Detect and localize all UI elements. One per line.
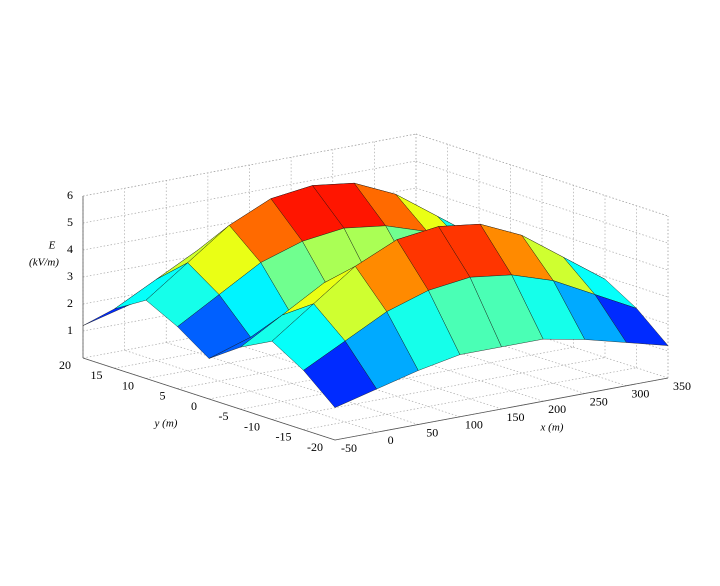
surface-patch: [303, 340, 377, 408]
x-tick-label: -50: [341, 441, 357, 455]
y-tick-label: 20: [59, 358, 71, 372]
z-tick-label: 1: [67, 323, 73, 337]
y-tick-label: -20: [307, 440, 323, 454]
y-tick-label: -5: [219, 409, 229, 423]
y-axis-label: y (m): [154, 418, 178, 430]
grid-line: [124, 349, 377, 433]
box-edge: [82, 133, 417, 197]
grid-line: [240, 346, 574, 410]
x-tick-label: 350: [673, 379, 691, 393]
y-tick-label: -15: [276, 430, 292, 444]
axis-line: [82, 357, 336, 441]
x-axis-label: x (m): [540, 422, 564, 434]
x-tick-label: 0: [388, 433, 394, 447]
x-tick-label: 50: [426, 425, 438, 439]
x-tick-label: 200: [548, 402, 566, 416]
z-tick-label: 3: [67, 269, 73, 283]
grid-line: [415, 214, 669, 298]
grid-line: [303, 367, 637, 431]
grid-line: [271, 357, 606, 420]
grid-line: [415, 160, 669, 244]
z-tick-label: 2: [67, 296, 73, 310]
y-tick-label: 5: [160, 389, 166, 403]
grid-line: [415, 187, 669, 271]
z-tick-label: 5: [67, 215, 73, 229]
box-edge: [415, 133, 669, 217]
z-axis-label-unit: (kV/m): [29, 257, 59, 269]
x-tick-label: 250: [590, 394, 608, 408]
grid-line: [207, 334, 460, 418]
x-tick-label: 150: [507, 410, 525, 424]
z-tick-label: 6: [67, 188, 73, 202]
z-tick-label: 4: [67, 242, 73, 256]
y-tick-label: -10: [244, 419, 260, 433]
z-axis-label: E: [48, 240, 56, 252]
y-tick-label: 15: [91, 368, 103, 382]
axis-line: [334, 377, 669, 441]
x-tick-label: 100: [465, 418, 483, 432]
surface-patch: [82, 279, 157, 326]
y-tick-label: 10: [122, 378, 134, 392]
x-tick-label: 300: [631, 387, 649, 401]
y-tick-label: 0: [191, 399, 197, 413]
grid-line: [82, 160, 417, 224]
